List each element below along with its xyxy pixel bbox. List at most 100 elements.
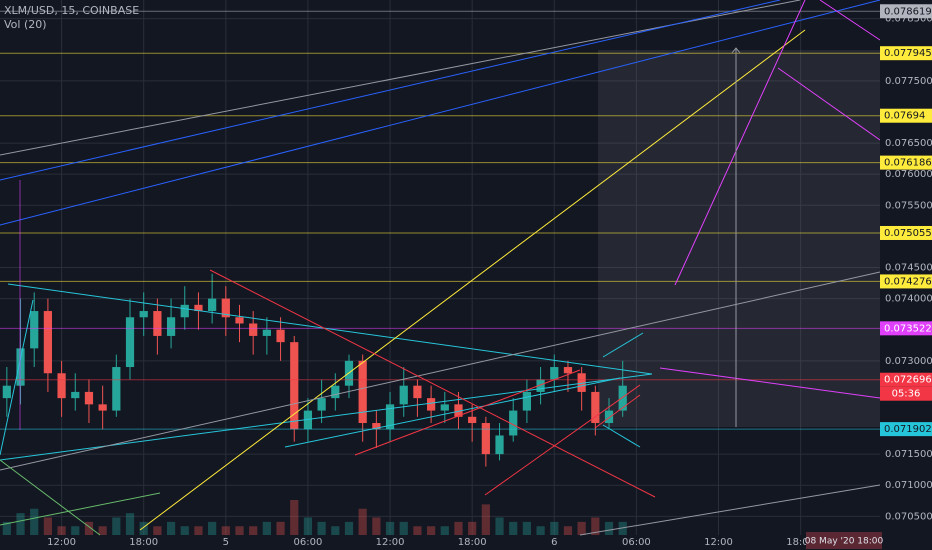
trend-line	[0, 492, 161, 526]
volume-bar	[166, 521, 176, 535]
candle-body	[2, 385, 11, 399]
volume-bar	[57, 526, 66, 535]
x-tick-label: 5	[223, 537, 229, 548]
trend-line	[209, 269, 656, 498]
trend-line	[0, 0, 881, 226]
arrow	[602, 424, 641, 448]
candle-body	[550, 367, 559, 380]
price-marker	[880, 225, 932, 240]
candle-body	[208, 298, 217, 312]
y-tick-label: 0.071000	[885, 480, 932, 491]
trend-line	[484, 384, 641, 496]
candle-body	[481, 423, 490, 455]
volume-bar	[43, 517, 53, 535]
price-marker-label: 0.071902	[884, 424, 932, 435]
trend-line	[139, 29, 806, 531]
drawings	[0, 0, 881, 536]
volume-bar	[262, 521, 271, 535]
volume-bar	[303, 517, 313, 535]
candle-body	[16, 348, 25, 386]
candle-body	[125, 317, 135, 368]
trend-line	[594, 394, 641, 429]
x-tick-label: 06:00	[294, 537, 323, 548]
price-marker	[880, 321, 932, 336]
candle-body	[84, 391, 94, 405]
volume-bar	[16, 513, 25, 535]
volume-bar	[577, 521, 586, 535]
volume-bar	[426, 526, 436, 535]
volume-bar	[125, 513, 135, 535]
volume-bar	[221, 526, 230, 535]
price-marker-label: 0.073522	[884, 323, 932, 334]
candle-body	[413, 385, 422, 399]
y-tick-label: 0.076500	[885, 138, 932, 149]
price-marker	[880, 422, 932, 437]
volume-label: Vol (20)	[4, 18, 47, 31]
price-marker	[880, 155, 932, 170]
axes: 0.070500 0.071000 0.071500 0.073000 0.074000…	[47, 4, 932, 548]
candle-body	[509, 410, 518, 436]
price-marker	[880, 372, 932, 387]
candle-body	[139, 311, 148, 318]
trend-line	[579, 484, 881, 536]
price-marker-label: 0.072696	[884, 375, 932, 386]
volume-bar	[536, 526, 545, 535]
volume-bar	[235, 526, 244, 535]
volume-bar	[591, 517, 600, 535]
price-marker-label: 0.075055	[884, 228, 932, 239]
candle-body	[522, 391, 532, 411]
price-marker-label: 0.074276	[884, 276, 932, 287]
volume-bar	[358, 508, 367, 535]
y-tick-label: 0.070500	[885, 511, 932, 522]
price-marker-label: 0.077945	[884, 48, 932, 59]
volume-bar	[440, 526, 449, 535]
trend-line	[674, 0, 806, 286]
grid	[0, 0, 880, 535]
candle-body	[235, 317, 244, 324]
volume-bar	[481, 504, 490, 535]
candle-body	[426, 398, 436, 411]
trend-line	[284, 377, 621, 448]
candle-body	[98, 404, 107, 411]
candle-body	[71, 391, 80, 399]
volume-bar	[112, 517, 121, 535]
countdown: 05:36	[892, 389, 921, 400]
crosshair-label: 08 May '20 18:00	[805, 537, 884, 547]
volume-bar	[413, 526, 422, 535]
y-tick-label: 0.074000	[885, 294, 932, 305]
candle-body	[43, 311, 53, 374]
candle-body	[495, 435, 504, 455]
trend-line	[777, 67, 881, 141]
volume-bar	[71, 526, 80, 535]
price-marker	[880, 46, 932, 61]
candle-body	[317, 398, 326, 411]
candle-body	[276, 329, 285, 343]
trend-line	[0, 299, 34, 456]
volume-bar	[194, 526, 203, 535]
trend-line	[354, 369, 581, 456]
volume-bar	[84, 521, 94, 535]
volume-bar	[317, 521, 326, 535]
candle-body	[57, 373, 66, 399]
x-tick-label: 12:00	[47, 537, 76, 548]
volume-bar	[30, 508, 39, 535]
volume-bar	[249, 526, 258, 535]
volume-bar	[509, 521, 518, 535]
volume-bar	[372, 517, 381, 535]
plot	[0, 10, 880, 535]
y-tick-label: 0.076000	[885, 169, 932, 180]
candle-body	[153, 311, 162, 336]
candle-body	[372, 423, 381, 430]
candle-body	[536, 379, 545, 392]
price-marker-label: 0.07694	[884, 111, 925, 122]
arrow	[602, 332, 644, 358]
candle-body	[440, 404, 449, 411]
candle-body	[180, 304, 189, 318]
x-tick-label: 18:00	[458, 537, 487, 548]
range-box	[598, 50, 880, 427]
x-tick-label: 12:00	[704, 537, 733, 548]
price-marker	[880, 108, 932, 123]
